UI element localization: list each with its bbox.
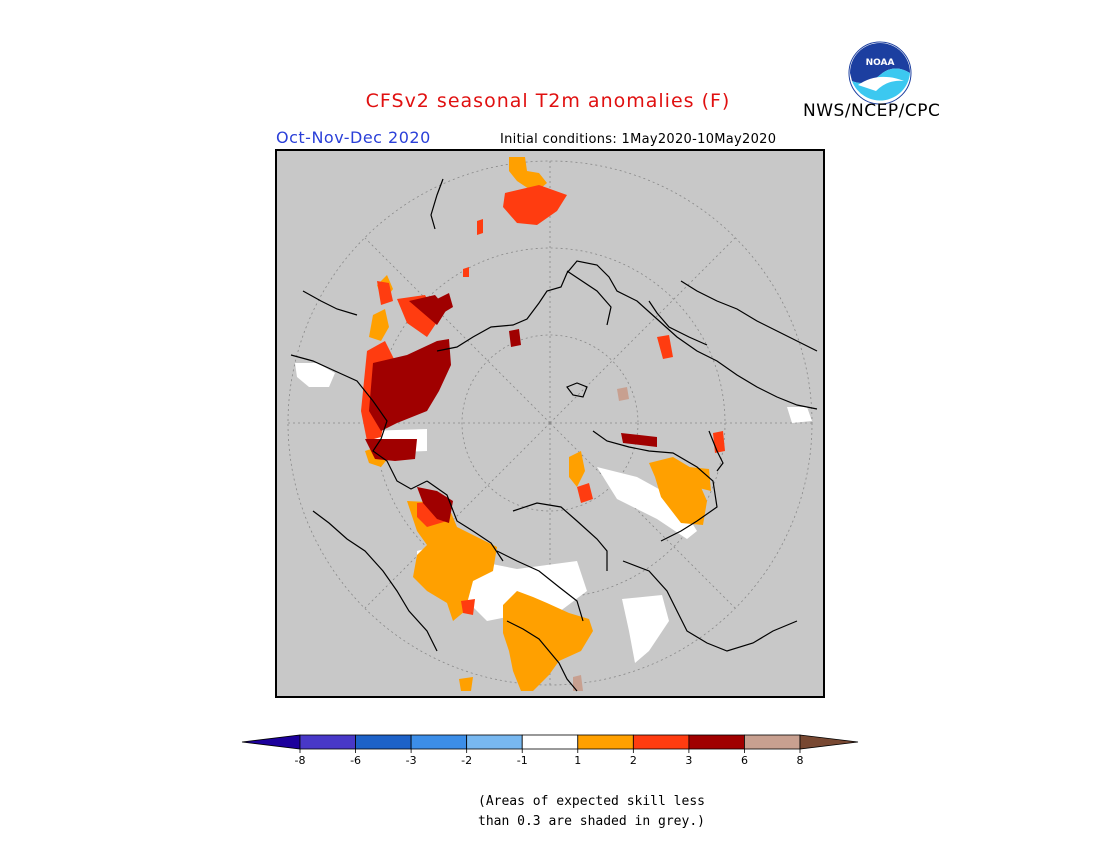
season-label: Oct-Nov-Dec 2020 [276, 128, 431, 147]
color-bin-0 [241, 734, 301, 750]
tick-label: 8 [797, 754, 804, 767]
skill-note-line-2: than 0.3 are shaded in grey.) [478, 814, 705, 829]
noaa-logo: NOAA [848, 41, 912, 105]
color-bin-2 [355, 734, 412, 750]
skill-note: (Areas of expected skill less than 0.3 a… [478, 792, 705, 832]
polar-map-canvas [287, 157, 818, 692]
color-bin-10 [799, 734, 859, 750]
anomaly-brown-regions [573, 387, 629, 691]
tick-label: -8 [295, 754, 306, 767]
color-bin-8 [688, 734, 745, 750]
tick-label: -1 [517, 754, 528, 767]
graticule [287, 160, 813, 686]
color-bin-9 [744, 734, 801, 750]
tick-label: 2 [630, 754, 637, 767]
color-bin-3 [410, 734, 468, 750]
initial-conditions-label: Initial conditions: 1May2020-10May2020 [500, 132, 777, 147]
color-bin-4 [466, 734, 523, 750]
tick-label: 6 [741, 754, 748, 767]
color-scale-ticks: -8 -6 -3 -2 -1 1 2 3 6 8 [295, 749, 804, 767]
map-title: CFSv2 seasonal T2m anomalies (F) [365, 90, 731, 112]
agency-label: NWS/NCEP/CPC [803, 101, 941, 121]
tick-label: -2 [461, 754, 472, 767]
color-scale-bar: -8 -6 -3 -2 -1 1 2 3 6 8 [241, 734, 859, 767]
tick-label: 3 [685, 754, 692, 767]
color-bin-5 [521, 734, 579, 750]
color-bin-7 [632, 734, 690, 750]
anomaly-darkred-regions [365, 293, 657, 523]
coastlines [290, 178, 818, 692]
anomaly-orange-regions [365, 157, 711, 691]
color-scale-bins [241, 734, 859, 750]
tick-label: -6 [350, 754, 361, 767]
skill-note-line-1: (Areas of expected skill less [478, 794, 705, 809]
color-bin-6 [577, 734, 634, 750]
polar-map [275, 149, 825, 698]
tick-label: 1 [574, 754, 581, 767]
logo-text: NOAA [866, 58, 895, 68]
color-bin-1 [299, 734, 356, 750]
tick-label: -3 [406, 754, 417, 767]
